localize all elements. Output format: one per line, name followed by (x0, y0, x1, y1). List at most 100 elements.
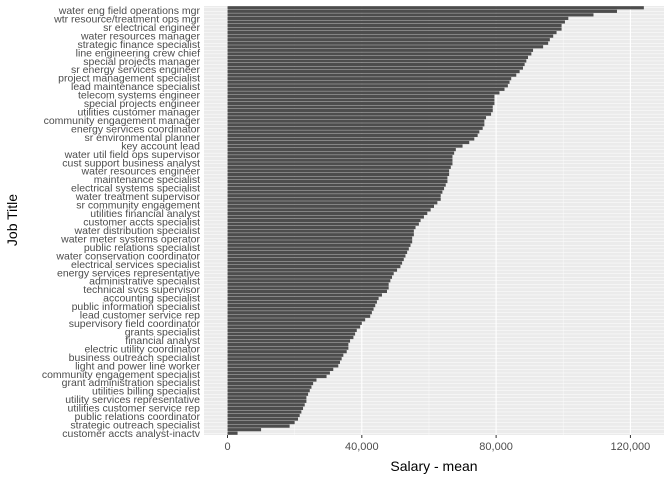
bar (227, 257, 404, 262)
bar (227, 403, 305, 407)
bar (227, 176, 448, 180)
bar (227, 264, 401, 269)
bar (227, 126, 483, 130)
bar (227, 286, 389, 290)
y-tick-label: special projects engineer (84, 98, 201, 110)
x-tick-label: 0 (224, 441, 230, 453)
y-tick-label: water resources engineer (81, 166, 201, 178)
bar (227, 130, 480, 134)
x-tick-label: 40,000 (345, 441, 379, 453)
bar (227, 91, 500, 95)
bar (227, 367, 334, 372)
bar (227, 250, 408, 255)
bar (227, 41, 549, 45)
bar (227, 275, 393, 279)
bar (227, 279, 391, 283)
bar (227, 45, 544, 49)
y-tick-label: water resources manager (80, 30, 201, 42)
bar (227, 133, 478, 138)
y-tick-label: business outreach specialist (69, 352, 200, 364)
bar (227, 6, 644, 10)
y-tick-label: public information specialist (72, 301, 200, 313)
bar (227, 165, 451, 169)
bar (227, 254, 406, 258)
bar (227, 119, 485, 123)
bar (227, 236, 413, 240)
bar (227, 204, 434, 208)
bar (227, 289, 387, 294)
bar (227, 381, 314, 386)
bar (227, 23, 562, 28)
y-tick-label: grants specialist (125, 326, 200, 338)
bar (227, 218, 421, 223)
bar (227, 293, 382, 297)
bar (227, 52, 532, 56)
y-tick-label: technical svcs supervisor (83, 284, 200, 296)
bar (227, 385, 312, 389)
y-tick-label: lead maintenance specialist (71, 81, 200, 93)
bar (227, 179, 448, 184)
bar (227, 183, 446, 187)
y-axis-title: Job Title (4, 194, 20, 246)
x-tick-label: 80,000 (479, 441, 513, 453)
bar (227, 364, 339, 368)
bar (227, 151, 455, 155)
y-tick-label: sr electrical engineer (103, 22, 200, 34)
y-tick-label: utilities financial analyst (90, 208, 200, 220)
bar (227, 211, 428, 216)
y-tick-label: telecom systems engineer (78, 90, 200, 102)
y-tick-label: financial analyst (125, 335, 200, 347)
bar (227, 34, 554, 38)
bar (227, 396, 307, 400)
bar (227, 101, 495, 106)
y-tick-label: administrative specialist (89, 276, 200, 288)
bar (227, 20, 565, 24)
y-tick-label: water distribution specialist (74, 225, 201, 237)
y-tick-label: maintenance specialist (94, 174, 200, 186)
y-tick-label: grant administration specialist (62, 377, 200, 389)
bar (227, 431, 238, 435)
bar (227, 346, 349, 350)
bar (227, 233, 414, 237)
bar (227, 307, 374, 311)
bar (227, 201, 438, 205)
bar (227, 296, 379, 301)
bar (227, 389, 310, 393)
y-tick-label: community engagement manager (44, 115, 201, 127)
bar (227, 240, 413, 244)
y-tick-label: water treatment supervisor (75, 191, 201, 203)
y-tick-label: water util field ops supervisor (64, 149, 201, 161)
bar (227, 410, 302, 414)
bar (227, 77, 512, 81)
bar (227, 350, 347, 354)
y-tick-label: cust support business analyst (62, 157, 200, 169)
bar (227, 424, 290, 428)
x-axis: 0 40,000 80,000 120,000 (224, 435, 650, 453)
bar (227, 413, 300, 418)
bar (227, 325, 361, 329)
bar (227, 229, 414, 233)
bar (227, 268, 398, 272)
y-tick-label: strategic finance specialist (77, 39, 200, 51)
bar (227, 282, 389, 286)
bar (227, 147, 456, 152)
bar (227, 84, 508, 88)
bar (227, 55, 529, 60)
bar (227, 215, 424, 219)
bar (227, 13, 594, 17)
bar (227, 69, 520, 74)
bar (227, 155, 453, 159)
y-tick-label: energy services representative (57, 267, 200, 279)
bar (227, 420, 295, 425)
bar (227, 378, 317, 382)
bar (227, 321, 362, 325)
bar (227, 339, 351, 343)
bar (227, 225, 416, 230)
y-tick-label: electrical services specialist (71, 259, 200, 271)
y-tick-label: water meter systems operator (60, 233, 200, 245)
bar (227, 371, 330, 375)
bar (227, 406, 304, 411)
bar (227, 428, 262, 432)
bar (227, 16, 569, 21)
